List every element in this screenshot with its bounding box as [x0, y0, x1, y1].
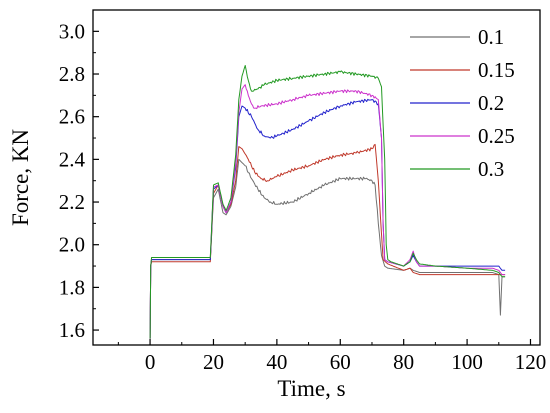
- series-line-0.25: [149, 84, 506, 339]
- y-tick-label: 2.6: [59, 105, 85, 129]
- y-tick-label: 1.8: [59, 275, 85, 299]
- axis-ticks-group: 0 20 40 60 80 100 120 1.6 1.8 2.0 2.2 2.4 2.6 2.8 3.0: [59, 19, 546, 374]
- legend-label-0.3: 0.3: [478, 157, 504, 181]
- x-tick-label: 0: [145, 350, 156, 374]
- x-tick-label: 80: [393, 350, 414, 374]
- legend-label-0.15: 0.15: [478, 58, 515, 82]
- x-tick-label: 100: [451, 350, 483, 374]
- y-tick-label: 1.6: [59, 318, 85, 342]
- x-tick-label: 60: [330, 350, 351, 374]
- y-tick-label: 2.2: [59, 190, 85, 214]
- series-line-0.3: [149, 65, 506, 339]
- y-tick-label: 2.0: [59, 233, 85, 257]
- x-axis-label: Time, s: [277, 376, 345, 401]
- x-tick-label: 20: [203, 350, 224, 374]
- plot-frame: [92, 9, 541, 346]
- legend-label-0.1: 0.1: [478, 25, 504, 49]
- x-tick-label: 40: [266, 350, 287, 374]
- y-tick-label: 2.4: [59, 147, 86, 171]
- plot-series-group: [149, 65, 506, 339]
- y-tick-label: 2.8: [59, 62, 85, 86]
- legend-label-0.25: 0.25: [478, 124, 515, 148]
- series-line-0.2: [149, 98, 506, 339]
- series-line-0.15: [149, 143, 506, 339]
- series-line-0.1: [149, 158, 506, 339]
- x-tick-label: 120: [515, 350, 547, 374]
- y-tick-label: 3.0: [59, 19, 85, 43]
- legend: 0.1 0.15 0.2 0.25 0.3: [410, 25, 515, 181]
- legend-label-0.2: 0.2: [478, 91, 504, 115]
- y-axis-label: Force, KN: [8, 129, 33, 226]
